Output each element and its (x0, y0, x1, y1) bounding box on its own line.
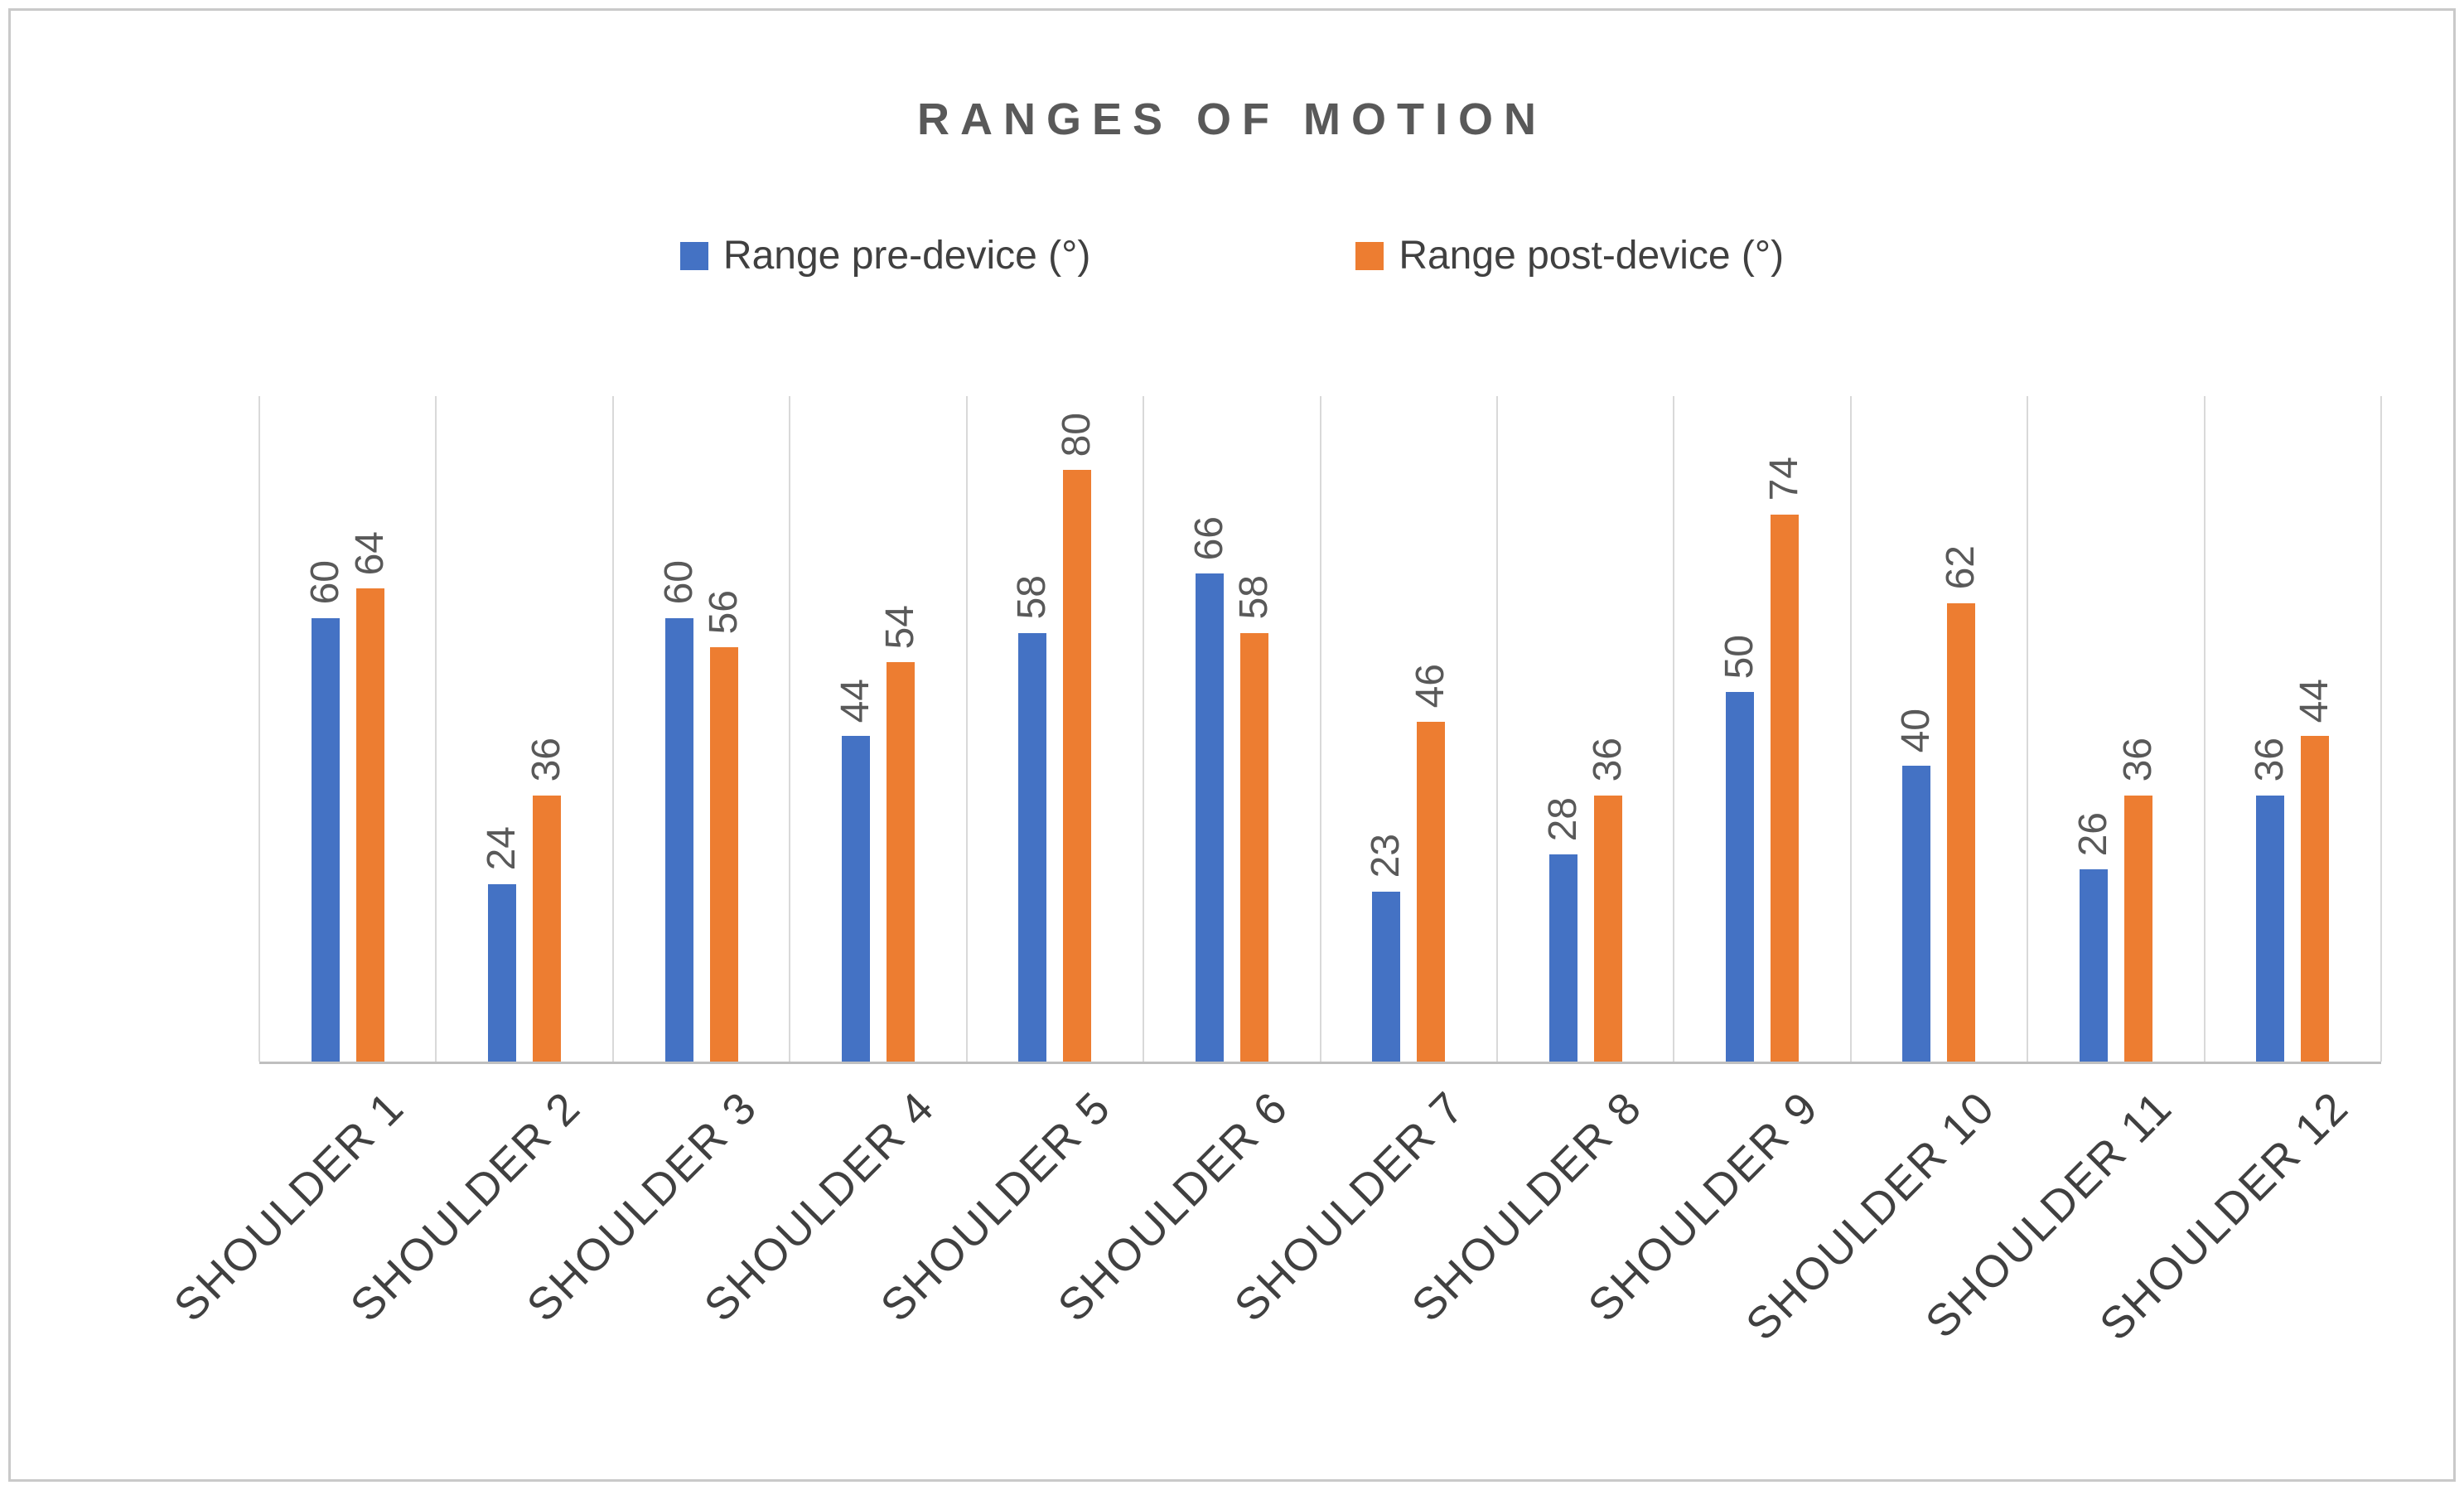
bar-post-device: 62 (1939, 545, 1983, 1062)
bar-post-device: 54 (878, 605, 922, 1062)
legend: Range pre-device (°) Range post-device (… (11, 233, 2453, 278)
bar-value-label: 56 (701, 589, 746, 635)
category-gridline (1496, 396, 1498, 1062)
bar-value-label: 40 (1894, 708, 1939, 753)
x-axis-labels: SHOULDER 1 SHOULDER 2 SHOULDER 3 SHOULDER 4… (164, 1068, 2381, 1458)
bar-post-device: 74 (1762, 457, 1806, 1062)
bar-value-label: 26 (2070, 811, 2115, 857)
bar-pre-device: 36 (2248, 738, 2292, 1062)
category-gridline (1850, 396, 1852, 1062)
bar-pre-device: 60 (303, 560, 347, 1062)
category-group-3: 60 56 (613, 396, 790, 1062)
category-gridline (2380, 396, 2382, 1062)
bar-pre-device: 44 (833, 679, 877, 1062)
bar-value-label: 24 (480, 826, 524, 871)
legend-swatch-pre-device-icon (679, 241, 708, 270)
bar-value-label: 58 (1231, 575, 1276, 620)
bar-value-label: 60 (656, 560, 701, 605)
category-gridline (789, 396, 790, 1062)
category-group-4: 44 54 (790, 396, 966, 1062)
bar-post-device: 80 (1055, 413, 1099, 1062)
bar-pre-device: 66 (1187, 516, 1231, 1062)
category-gridline (258, 396, 260, 1062)
bar-value-label: 36 (2115, 738, 2160, 782)
bar-post-device: 36 (2116, 738, 2160, 1062)
bar-post-device: 58 (1232, 575, 1276, 1062)
bar-value-label: 80 (1055, 412, 1099, 457)
bar-value-label: 44 (2292, 679, 2337, 723)
category-gridline (612, 396, 614, 1062)
bar-pre-device: 50 (1718, 635, 1761, 1062)
bar-post-device: 56 (702, 590, 746, 1062)
category-group-10: 40 62 (1851, 396, 2027, 1062)
category-group-7: 23 46 (1321, 396, 1497, 1062)
bar-value-label: 36 (524, 738, 569, 782)
chart-title: RANGES OF MOTION (917, 94, 1547, 144)
bar-pre-device: 60 (657, 560, 701, 1062)
bar-post-device: 64 (348, 531, 392, 1062)
bar-value-label: 58 (1010, 575, 1055, 620)
category-gridline (1143, 396, 1144, 1062)
category-gridline (1673, 396, 1674, 1062)
bar-value-label: 54 (877, 604, 922, 650)
legend-swatch-post-device-icon (1355, 241, 1384, 270)
bar-post-device: 46 (1408, 664, 1452, 1062)
category-gridline (2204, 396, 2206, 1062)
bar-value-label: 64 (347, 530, 392, 575)
bar-value-label: 36 (2248, 738, 2292, 782)
legend-item-post-device: Range post-device (°) (1355, 233, 1784, 278)
legend-label-pre-device: Range pre-device (°) (722, 234, 1091, 278)
legend-label-post-device: Range post-device (°) (1399, 234, 1785, 278)
bar-post-device: 36 (1586, 738, 1630, 1062)
bar-value-label: 28 (1540, 796, 1585, 842)
category-group-12: 36 44 (2205, 396, 2381, 1062)
bar-post-device: 44 (2292, 679, 2336, 1062)
plot-area: 60 64 24 36 60 56 44 54 58 80 66 58 23 46 28 36 50 74 40 62… (258, 396, 2382, 1064)
bar-value-label: 74 (1762, 457, 1807, 501)
legend-item-pre-device: Range pre-device (°) (679, 233, 1091, 278)
category-gridline (1320, 396, 1321, 1062)
category-group-1: 60 64 (259, 396, 436, 1062)
category-group-11: 26 36 (2027, 396, 2204, 1062)
category-gridline (2027, 396, 2028, 1062)
category-group-5: 58 80 (967, 396, 1143, 1062)
bar-pre-device: 24 (480, 826, 524, 1062)
bar-pre-device: 26 (2071, 812, 2115, 1062)
bar-value-label: 44 (833, 679, 877, 723)
bar-post-device: 36 (524, 738, 568, 1062)
category-group-6: 66 58 (1143, 396, 1320, 1062)
category-group-8: 28 36 (1497, 396, 1674, 1062)
category-gridline (966, 396, 968, 1062)
bar-value-label: 23 (1364, 834, 1408, 878)
bar-value-label: 36 (1585, 738, 1630, 782)
bar-value-label: 50 (1718, 634, 1762, 679)
category-group-2: 24 36 (436, 396, 612, 1062)
category-gridline (435, 396, 437, 1062)
bar-value-label: 46 (1408, 664, 1453, 709)
bar-value-label: 62 (1939, 545, 1983, 590)
bar-pre-device: 40 (1894, 709, 1938, 1062)
bar-pre-device: 58 (1010, 575, 1054, 1062)
category-group-9: 50 74 (1674, 396, 1850, 1062)
bar-value-label: 60 (302, 560, 347, 605)
bar-pre-device: 28 (1541, 797, 1585, 1062)
bar-value-label: 66 (1186, 515, 1231, 561)
bar-pre-device: 23 (1364, 834, 1408, 1062)
chart-frame: RANGES OF MOTION Range pre-device (°) Ra… (8, 8, 2456, 1482)
